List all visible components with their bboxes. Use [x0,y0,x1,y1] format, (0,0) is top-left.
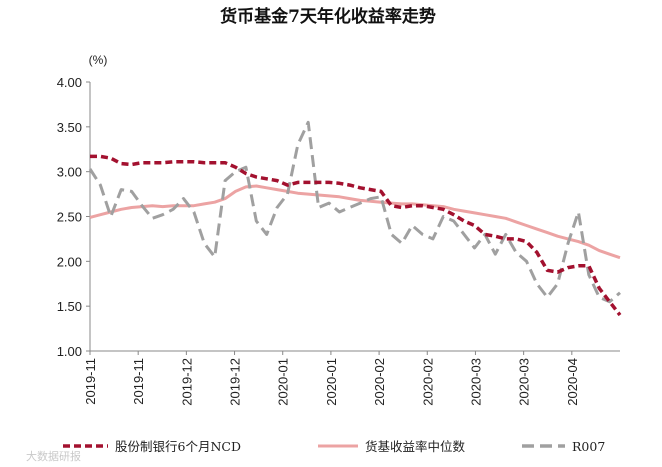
x-tick-label: 2020-03 [468,358,483,406]
series-line-1 [89,184,621,260]
x-tick-label: 2019-11 [131,358,146,405]
y-axis-unit: (%) [89,53,108,67]
x-axis-ticks: 2019-11 2019-11 2019-12 2019-12 2020-01 2020-… [83,351,580,406]
legend-label-ncd: 股份制银行6个月NCD [115,439,241,454]
y-tick-label: 4.00 [57,75,82,90]
x-tick-label: 2020-01 [324,358,339,406]
watermark-text: 大数据研报 [26,449,81,463]
series-layer [88,120,622,317]
legend-label-median: 货基收益率中位数 [365,439,466,454]
y-tick-label: 1.50 [57,299,82,314]
legend: 股份制银行6个月NCD 货基收益率中位数 R007 [63,439,605,454]
chart-title: 货币基金7天年化收益率走势 [220,6,436,27]
legend-label-r007: R007 [572,439,605,454]
x-tick-label: 2020-01 [276,358,291,406]
x-tick-label: 2020-03 [517,358,532,406]
y-tick-label: 2.00 [57,254,82,269]
series-line-2 [88,120,621,304]
x-tick-label: 2019-11 [83,358,98,405]
y-tick-label: 3.00 [57,165,82,180]
x-tick-label: 2020-02 [372,358,387,406]
x-tick-label: 2020-04 [565,358,580,406]
series-line-0 [90,154,622,317]
x-tick-label: 2019-12 [228,358,243,406]
y-tick-label: 2.50 [57,210,82,225]
y-tick-label: 1.00 [57,344,82,359]
axes [89,82,620,352]
x-tick-label: 2020-02 [420,358,435,406]
x-tick-label: 2019-12 [179,358,194,406]
y-axis-ticks: 1.00 1.50 2.00 2.50 3.00 3.50 4.00 [57,75,90,359]
y-tick-label: 3.50 [57,120,82,135]
